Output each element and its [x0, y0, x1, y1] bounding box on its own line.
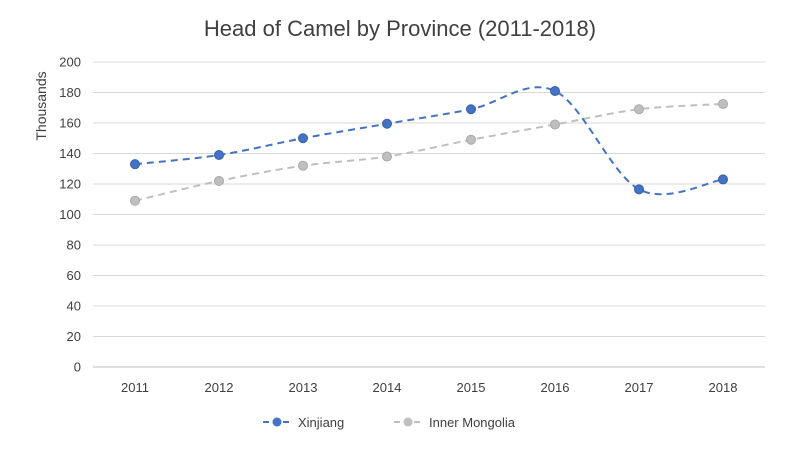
x-tick-label: 2011 [121, 380, 149, 395]
data-point [130, 159, 140, 170]
y-tick-label: 200 [59, 55, 81, 70]
data-point [214, 150, 224, 161]
y-tick-label: 40 [67, 299, 81, 314]
y-tick-label: 20 [67, 329, 81, 344]
data-point [466, 104, 476, 115]
y-tick-label: 80 [67, 238, 81, 253]
y-axis-ticks: 0 20 40 60 80 100 120 140 160 180 200 [59, 55, 81, 375]
legend: Xinjiang Inner Mongolia [263, 415, 516, 430]
y-tick-label: 60 [67, 268, 81, 283]
y-axis-title: Thousands [33, 71, 49, 140]
x-tick-label: 2013 [289, 380, 318, 395]
data-point [550, 85, 560, 96]
legend-marker [403, 417, 413, 427]
y-tick-label: 160 [59, 116, 81, 131]
legend-item: Inner Mongolia [394, 415, 516, 430]
data-point [634, 104, 644, 115]
data-point [634, 184, 644, 195]
x-tick-label: 2018 [709, 380, 738, 395]
series-inner-mongolia [130, 98, 728, 206]
x-tick-label: 2015 [457, 380, 486, 395]
y-tick-label: 180 [59, 85, 81, 100]
legend-marker [272, 417, 282, 427]
gridlines [93, 61, 765, 368]
data-point [718, 174, 728, 185]
series-line [134, 86, 724, 196]
x-axis-ticks: 2011 2012 2013 2014 2015 2016 2017 2018 [121, 380, 737, 395]
data-point [382, 151, 392, 162]
data-point [382, 118, 392, 129]
y-tick-label: 0 [74, 360, 81, 375]
x-tick-label: 2016 [541, 380, 570, 395]
y-tick-label: 140 [59, 146, 81, 161]
series-lines [130, 85, 728, 206]
data-point [550, 119, 560, 130]
series-xinjiang [130, 85, 728, 196]
data-point [214, 175, 224, 186]
data-point [298, 133, 308, 144]
chart-title: Head of Camel by Province (2011-2018) [204, 16, 596, 41]
legend-item: Xinjiang [263, 415, 344, 430]
series-line [134, 102, 724, 202]
x-tick-label: 2012 [205, 380, 234, 395]
data-point [466, 134, 476, 145]
data-point [130, 195, 140, 206]
x-tick-label: 2014 [373, 380, 402, 395]
x-tick-label: 2017 [625, 380, 654, 395]
legend-label: Xinjiang [298, 415, 344, 430]
legend-label: Inner Mongolia [429, 415, 516, 430]
y-tick-label: 120 [59, 177, 81, 192]
data-point [298, 160, 308, 171]
y-tick-label: 100 [59, 207, 81, 222]
data-point [718, 98, 728, 109]
